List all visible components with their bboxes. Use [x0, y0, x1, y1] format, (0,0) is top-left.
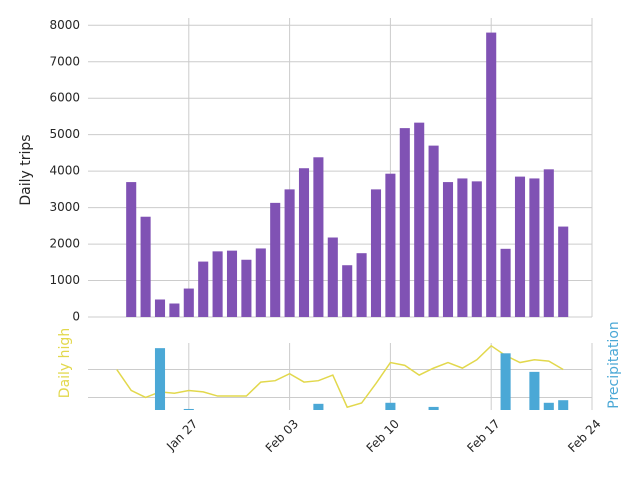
bar: [529, 178, 540, 317]
bar: [183, 408, 194, 410]
x-tick-label: Feb 24: [565, 417, 603, 455]
y-tick-label: 2000: [49, 237, 80, 251]
y-tick-label: 7000: [49, 54, 80, 68]
bar: [558, 400, 569, 410]
bar: [543, 402, 554, 410]
bar: [241, 259, 252, 317]
bar: [284, 189, 295, 317]
bar: [428, 145, 439, 317]
bar: [414, 122, 425, 318]
y-tick-label: 6000: [49, 91, 80, 105]
bar: [385, 173, 396, 317]
bar: [154, 299, 166, 317]
bar: [342, 265, 353, 317]
y-tick-label: 0: [72, 310, 80, 324]
y-tick-label: 8000: [49, 18, 80, 32]
y2-axis-label: Precipitation: [606, 321, 622, 409]
x-tick-label: Jan 27: [163, 417, 200, 454]
bar: [486, 32, 497, 318]
bar: [169, 303, 180, 317]
bar: [198, 261, 209, 317]
bar: [558, 226, 569, 317]
x-tick-label: Feb 10: [364, 417, 402, 455]
bar: [457, 178, 468, 317]
line: [116, 344, 564, 409]
y-tick-label: 1000: [49, 273, 80, 287]
bar: [226, 250, 238, 317]
bar: [183, 288, 194, 317]
bar: [529, 371, 540, 410]
x-tick-label: Feb 03: [263, 417, 301, 455]
y-tick-label: 5000: [49, 127, 80, 141]
bar: [428, 406, 439, 410]
bar: [154, 348, 166, 410]
y-tick-label: 3000: [49, 200, 80, 214]
bar: [126, 182, 137, 317]
bar: [543, 169, 554, 317]
bar: [385, 402, 396, 410]
bar: [500, 248, 511, 317]
bar: [471, 181, 482, 317]
x-tick-label: Feb 17: [464, 417, 502, 455]
bar: [313, 403, 324, 410]
bar: [442, 182, 454, 317]
bar: [356, 253, 367, 317]
bar: [399, 128, 410, 317]
y-tick-label: 4000: [49, 164, 80, 178]
bar: [270, 202, 281, 317]
bar: [212, 251, 223, 317]
bar: [298, 168, 310, 317]
bar: [327, 237, 338, 317]
bar: [370, 189, 382, 317]
bar: [500, 353, 511, 410]
bar: [255, 248, 266, 317]
y-axis-label: Daily trips: [18, 134, 34, 205]
y-axis-label: Daily high: [57, 328, 73, 398]
bar: [313, 157, 324, 317]
bar: [514, 176, 526, 317]
bar: [140, 216, 151, 317]
